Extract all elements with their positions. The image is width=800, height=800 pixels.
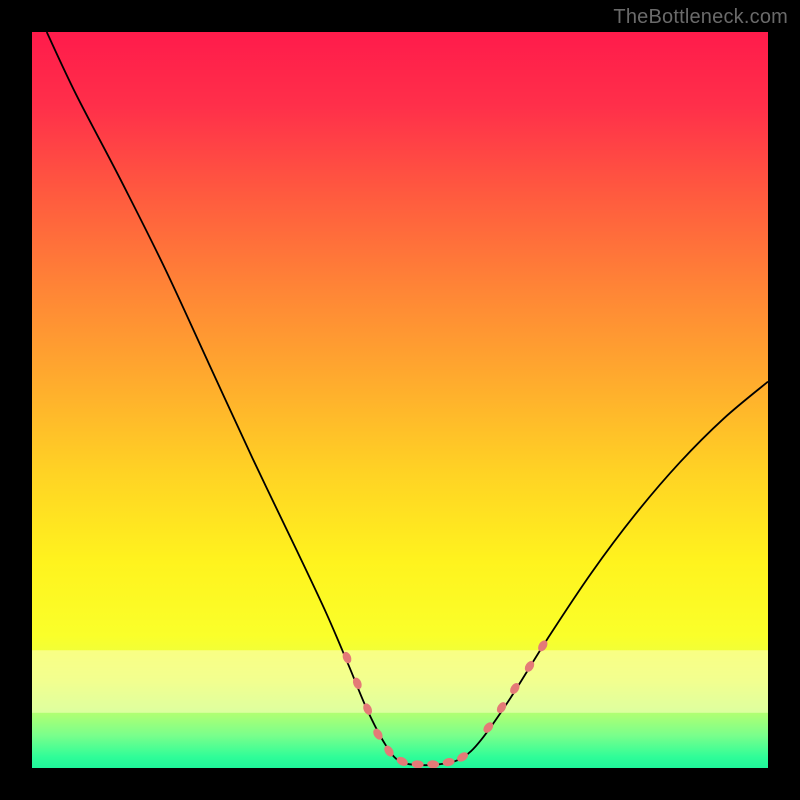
bottleneck-chart [0,0,800,800]
highlight-band [32,650,768,713]
watermark-text: TheBottleneck.com [613,6,788,29]
chart-frame: TheBottleneck.com [0,0,800,800]
